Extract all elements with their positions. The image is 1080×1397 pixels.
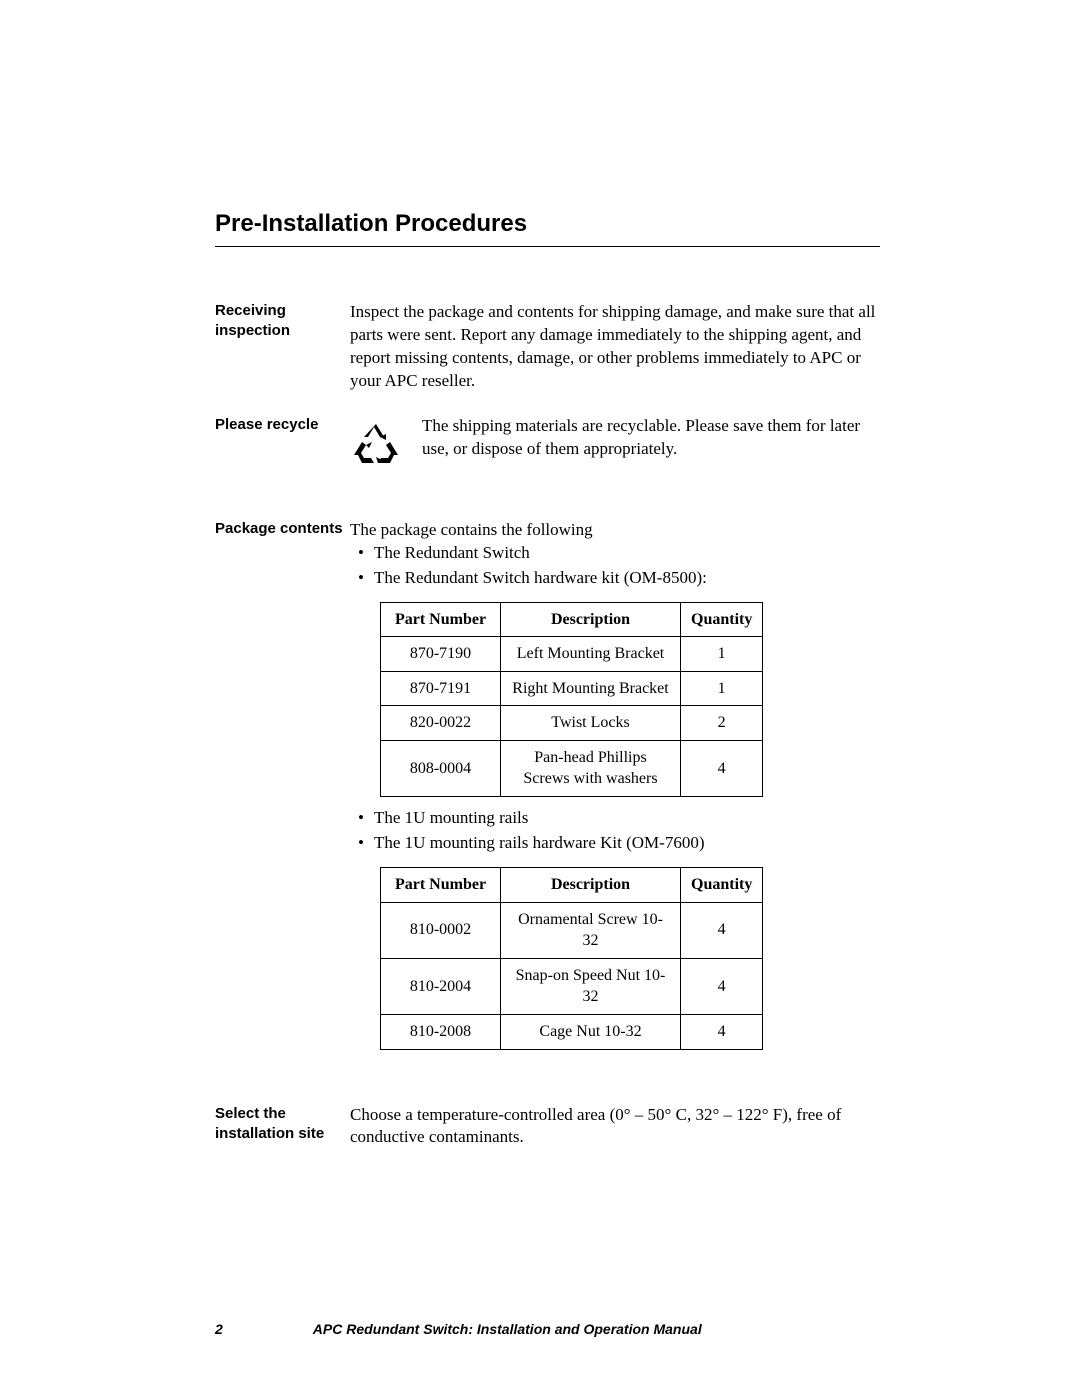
hardware-table-1: Part Number Description Quantity 870-719… — [380, 602, 763, 798]
cell-qty: 2 — [681, 706, 763, 741]
footer-text: APC Redundant Switch: Installation and O… — [313, 1321, 702, 1337]
list-item: The Redundant Switch — [374, 542, 880, 565]
table-row: 870-7191 Right Mounting Bracket 1 — [381, 671, 763, 706]
cell-part: 870-7190 — [381, 637, 501, 672]
body-package: The package contains the following The R… — [350, 519, 880, 1060]
table-header-row: Part Number Description Quantity — [381, 602, 763, 637]
list-item: The 1U mounting rails — [374, 807, 880, 830]
cell-part: 870-7191 — [381, 671, 501, 706]
package-intro: The package contains the following — [350, 519, 880, 542]
th-part: Part Number — [381, 867, 501, 902]
cell-desc: Pan-head Phillips Screws with washers — [501, 740, 681, 796]
cell-desc: Snap-on Speed Nut 10-32 — [501, 958, 681, 1014]
section-package: Package contents The package contains th… — [215, 519, 880, 1060]
cell-qty: 4 — [681, 958, 763, 1014]
cell-qty: 4 — [681, 740, 763, 796]
cell-desc: Left Mounting Bracket — [501, 637, 681, 672]
heading-install: Select the installation site — [215, 1104, 350, 1145]
section-receiving: Receiving inspection Inspect the package… — [215, 301, 880, 393]
cell-desc: Ornamental Screw 10-32 — [501, 902, 681, 958]
table-header-row: Part Number Description Quantity — [381, 867, 763, 902]
bullet-list-2: The 1U mounting rails The 1U mounting ra… — [350, 807, 880, 855]
body-recycle-wrap: The shipping materials are recyclable. P… — [350, 415, 880, 479]
table-row: 810-0002 Ornamental Screw 10-32 4 — [381, 902, 763, 958]
title-underline — [215, 246, 880, 247]
cell-part: 808-0004 — [381, 740, 501, 796]
cell-part: 810-2004 — [381, 958, 501, 1014]
th-desc: Description — [501, 867, 681, 902]
cell-qty: 4 — [681, 1014, 763, 1049]
th-part: Part Number — [381, 602, 501, 637]
body-receiving: Inspect the package and contents for shi… — [350, 301, 880, 393]
th-desc: Description — [501, 602, 681, 637]
th-qty: Quantity — [681, 602, 763, 637]
th-qty: Quantity — [681, 867, 763, 902]
section-install: Select the installation site Choose a te… — [215, 1104, 880, 1150]
table-row: 810-2008 Cage Nut 10-32 4 — [381, 1014, 763, 1049]
cell-part: 810-2008 — [381, 1014, 501, 1049]
heading-package: Package contents — [215, 519, 350, 539]
table-row: 870-7190 Left Mounting Bracket 1 — [381, 637, 763, 672]
body-recycle: The shipping materials are recyclable. P… — [422, 415, 880, 461]
cell-part: 820-0022 — [381, 706, 501, 741]
document-page: Pre-Installation Procedures Receiving in… — [0, 0, 1080, 1397]
hardware-table-2: Part Number Description Quantity 810-000… — [380, 867, 763, 1050]
cell-part: 810-0002 — [381, 902, 501, 958]
bullet-list-1: The Redundant Switch The Redundant Switc… — [350, 542, 880, 590]
cell-qty: 1 — [681, 671, 763, 706]
table-row: 810-2004 Snap-on Speed Nut 10-32 4 — [381, 958, 763, 1014]
section-recycle: Please recycle The shipp — [215, 415, 880, 479]
table-row: 808-0004 Pan-head Phillips Screws with w… — [381, 740, 763, 796]
cell-desc: Twist Locks — [501, 706, 681, 741]
cell-desc: Right Mounting Bracket — [501, 671, 681, 706]
table-row: 820-0022 Twist Locks 2 — [381, 706, 763, 741]
page-number: 2 — [215, 1321, 223, 1337]
list-item: The 1U mounting rails hardware Kit (OM-7… — [374, 832, 880, 855]
cell-qty: 4 — [681, 902, 763, 958]
cell-qty: 1 — [681, 637, 763, 672]
recycle-icon — [350, 420, 402, 479]
page-footer: 2 APC Redundant Switch: Installation and… — [215, 1321, 880, 1337]
page-title: Pre-Installation Procedures — [215, 210, 880, 238]
heading-recycle: Please recycle — [215, 415, 350, 435]
heading-receiving: Receiving inspection — [215, 301, 350, 342]
list-item: The Redundant Switch hardware kit (OM-85… — [374, 567, 880, 590]
cell-desc: Cage Nut 10-32 — [501, 1014, 681, 1049]
body-install: Choose a temperature-controlled area (0°… — [350, 1104, 880, 1150]
